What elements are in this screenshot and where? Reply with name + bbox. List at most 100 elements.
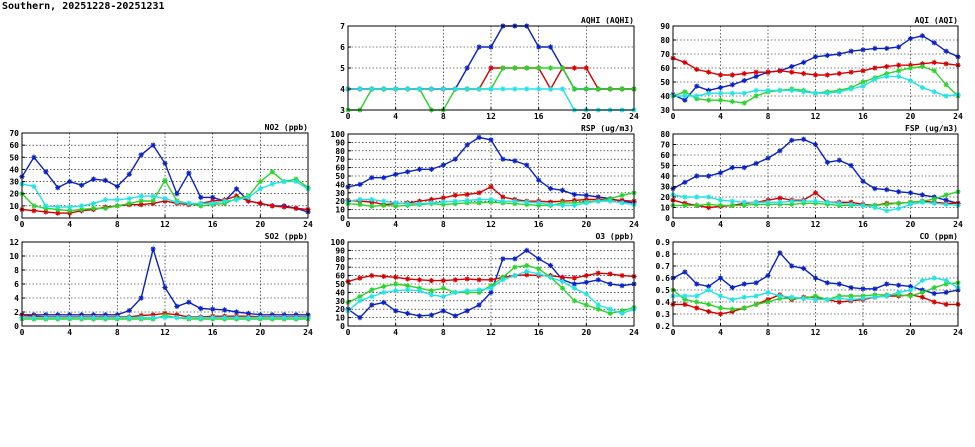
x-tick-label: 12 bbox=[811, 112, 821, 121]
data-point-cyan bbox=[860, 295, 866, 301]
data-point-cyan bbox=[931, 89, 937, 95]
data-point-blue bbox=[138, 295, 144, 301]
y-tick-label: 0 bbox=[340, 322, 345, 331]
data-point-red bbox=[694, 66, 700, 72]
y-tick-label: 100 bbox=[331, 238, 346, 247]
data-point-blue bbox=[777, 148, 783, 154]
data-point-green bbox=[717, 202, 724, 208]
data-point-green bbox=[931, 196, 937, 202]
data-point-cyan bbox=[872, 204, 878, 211]
y-tick-label: 30 bbox=[660, 183, 670, 192]
x-tick-label: 16 bbox=[208, 220, 218, 229]
data-point-cyan bbox=[78, 203, 85, 209]
data-point-green bbox=[583, 86, 589, 92]
data-point-cyan bbox=[381, 86, 387, 92]
x-tick-label: 8 bbox=[441, 328, 446, 337]
data-point-cyan bbox=[547, 274, 554, 280]
data-point-blue bbox=[547, 186, 554, 192]
data-point-cyan bbox=[896, 73, 902, 79]
x-tick-label: 8 bbox=[766, 220, 771, 229]
data-point-green bbox=[595, 86, 601, 92]
data-point-red bbox=[416, 277, 423, 283]
data-point-green bbox=[559, 65, 566, 71]
data-point-green bbox=[619, 86, 625, 92]
data-point-blue bbox=[547, 44, 554, 50]
data-point-blue bbox=[488, 137, 494, 143]
data-point-red bbox=[464, 191, 470, 198]
data-point-cyan bbox=[357, 196, 363, 203]
y-tick-label: 40 bbox=[660, 92, 670, 101]
data-point-red bbox=[694, 305, 700, 311]
data-point-green bbox=[682, 89, 688, 95]
data-point-red bbox=[682, 59, 688, 65]
data-point-cyan bbox=[416, 201, 423, 207]
data-point-cyan bbox=[245, 194, 252, 200]
x-tick-label: 20 bbox=[906, 220, 916, 229]
x-tick-label: 20 bbox=[256, 220, 266, 229]
x-tick-label: 12 bbox=[486, 112, 496, 121]
data-point-blue bbox=[741, 78, 747, 84]
data-point-green bbox=[717, 305, 724, 311]
data-point-blue bbox=[931, 40, 937, 46]
data-point-red bbox=[559, 274, 566, 280]
y-tick-label: 80 bbox=[335, 255, 345, 264]
x-tick-label: 8 bbox=[441, 112, 446, 121]
series-cyan bbox=[670, 73, 961, 99]
data-point-blue bbox=[753, 160, 759, 166]
data-point-green bbox=[512, 65, 518, 71]
data-point-green bbox=[381, 283, 387, 290]
data-point-cyan bbox=[150, 193, 156, 199]
y-tick-label: 50 bbox=[660, 78, 670, 87]
data-point-blue bbox=[210, 194, 216, 200]
data-point-blue bbox=[357, 181, 363, 187]
data-point-green bbox=[269, 169, 275, 175]
data-point-cyan bbox=[547, 201, 554, 208]
y-tick-label: 20 bbox=[9, 190, 19, 199]
data-point-blue bbox=[393, 171, 399, 177]
y-tick-label: 10 bbox=[335, 314, 345, 323]
data-point-blue bbox=[836, 281, 842, 287]
data-point-red bbox=[777, 195, 783, 201]
y-tick-label: 0 bbox=[665, 214, 670, 223]
data-point-cyan bbox=[452, 86, 458, 92]
data-point-cyan bbox=[269, 315, 275, 321]
data-point-blue bbox=[404, 169, 411, 175]
data-point-blue bbox=[126, 308, 132, 314]
data-point-green bbox=[162, 177, 168, 183]
data-point-green bbox=[717, 97, 724, 103]
data-point-cyan bbox=[765, 289, 771, 295]
data-point-cyan bbox=[559, 278, 566, 285]
data-point-blue bbox=[512, 256, 518, 262]
data-point-blue bbox=[812, 54, 819, 60]
data-point-blue bbox=[78, 182, 85, 188]
data-point-blue bbox=[907, 283, 914, 289]
x-tick-label: 0 bbox=[671, 328, 676, 337]
data-point-red bbox=[607, 271, 613, 277]
data-point-red bbox=[919, 61, 925, 67]
data-point-cyan bbox=[753, 293, 759, 299]
data-point-green bbox=[595, 306, 601, 312]
data-point-cyan bbox=[114, 315, 120, 321]
data-point-cyan bbox=[789, 198, 795, 204]
data-point-blue bbox=[464, 142, 470, 148]
data-point-cyan bbox=[428, 86, 435, 92]
data-point-cyan bbox=[257, 315, 263, 321]
series-line-blue bbox=[672, 251, 959, 295]
x-tick-label: 20 bbox=[906, 328, 916, 337]
data-point-red bbox=[293, 205, 299, 211]
data-point-cyan bbox=[293, 315, 299, 321]
data-point-cyan bbox=[907, 287, 914, 293]
x-tick-label: 24 bbox=[953, 328, 963, 337]
data-point-cyan bbox=[919, 199, 925, 205]
data-point-green bbox=[729, 306, 735, 312]
data-point-blue bbox=[682, 97, 688, 103]
data-point-cyan bbox=[694, 194, 700, 200]
data-point-cyan bbox=[404, 287, 411, 293]
data-point-red bbox=[393, 274, 399, 280]
data-point-blue bbox=[488, 289, 494, 295]
data-point-cyan bbox=[836, 89, 842, 95]
data-point-green bbox=[706, 301, 712, 307]
x-tick-label: 0 bbox=[20, 220, 25, 229]
data-point-cyan bbox=[729, 297, 735, 303]
